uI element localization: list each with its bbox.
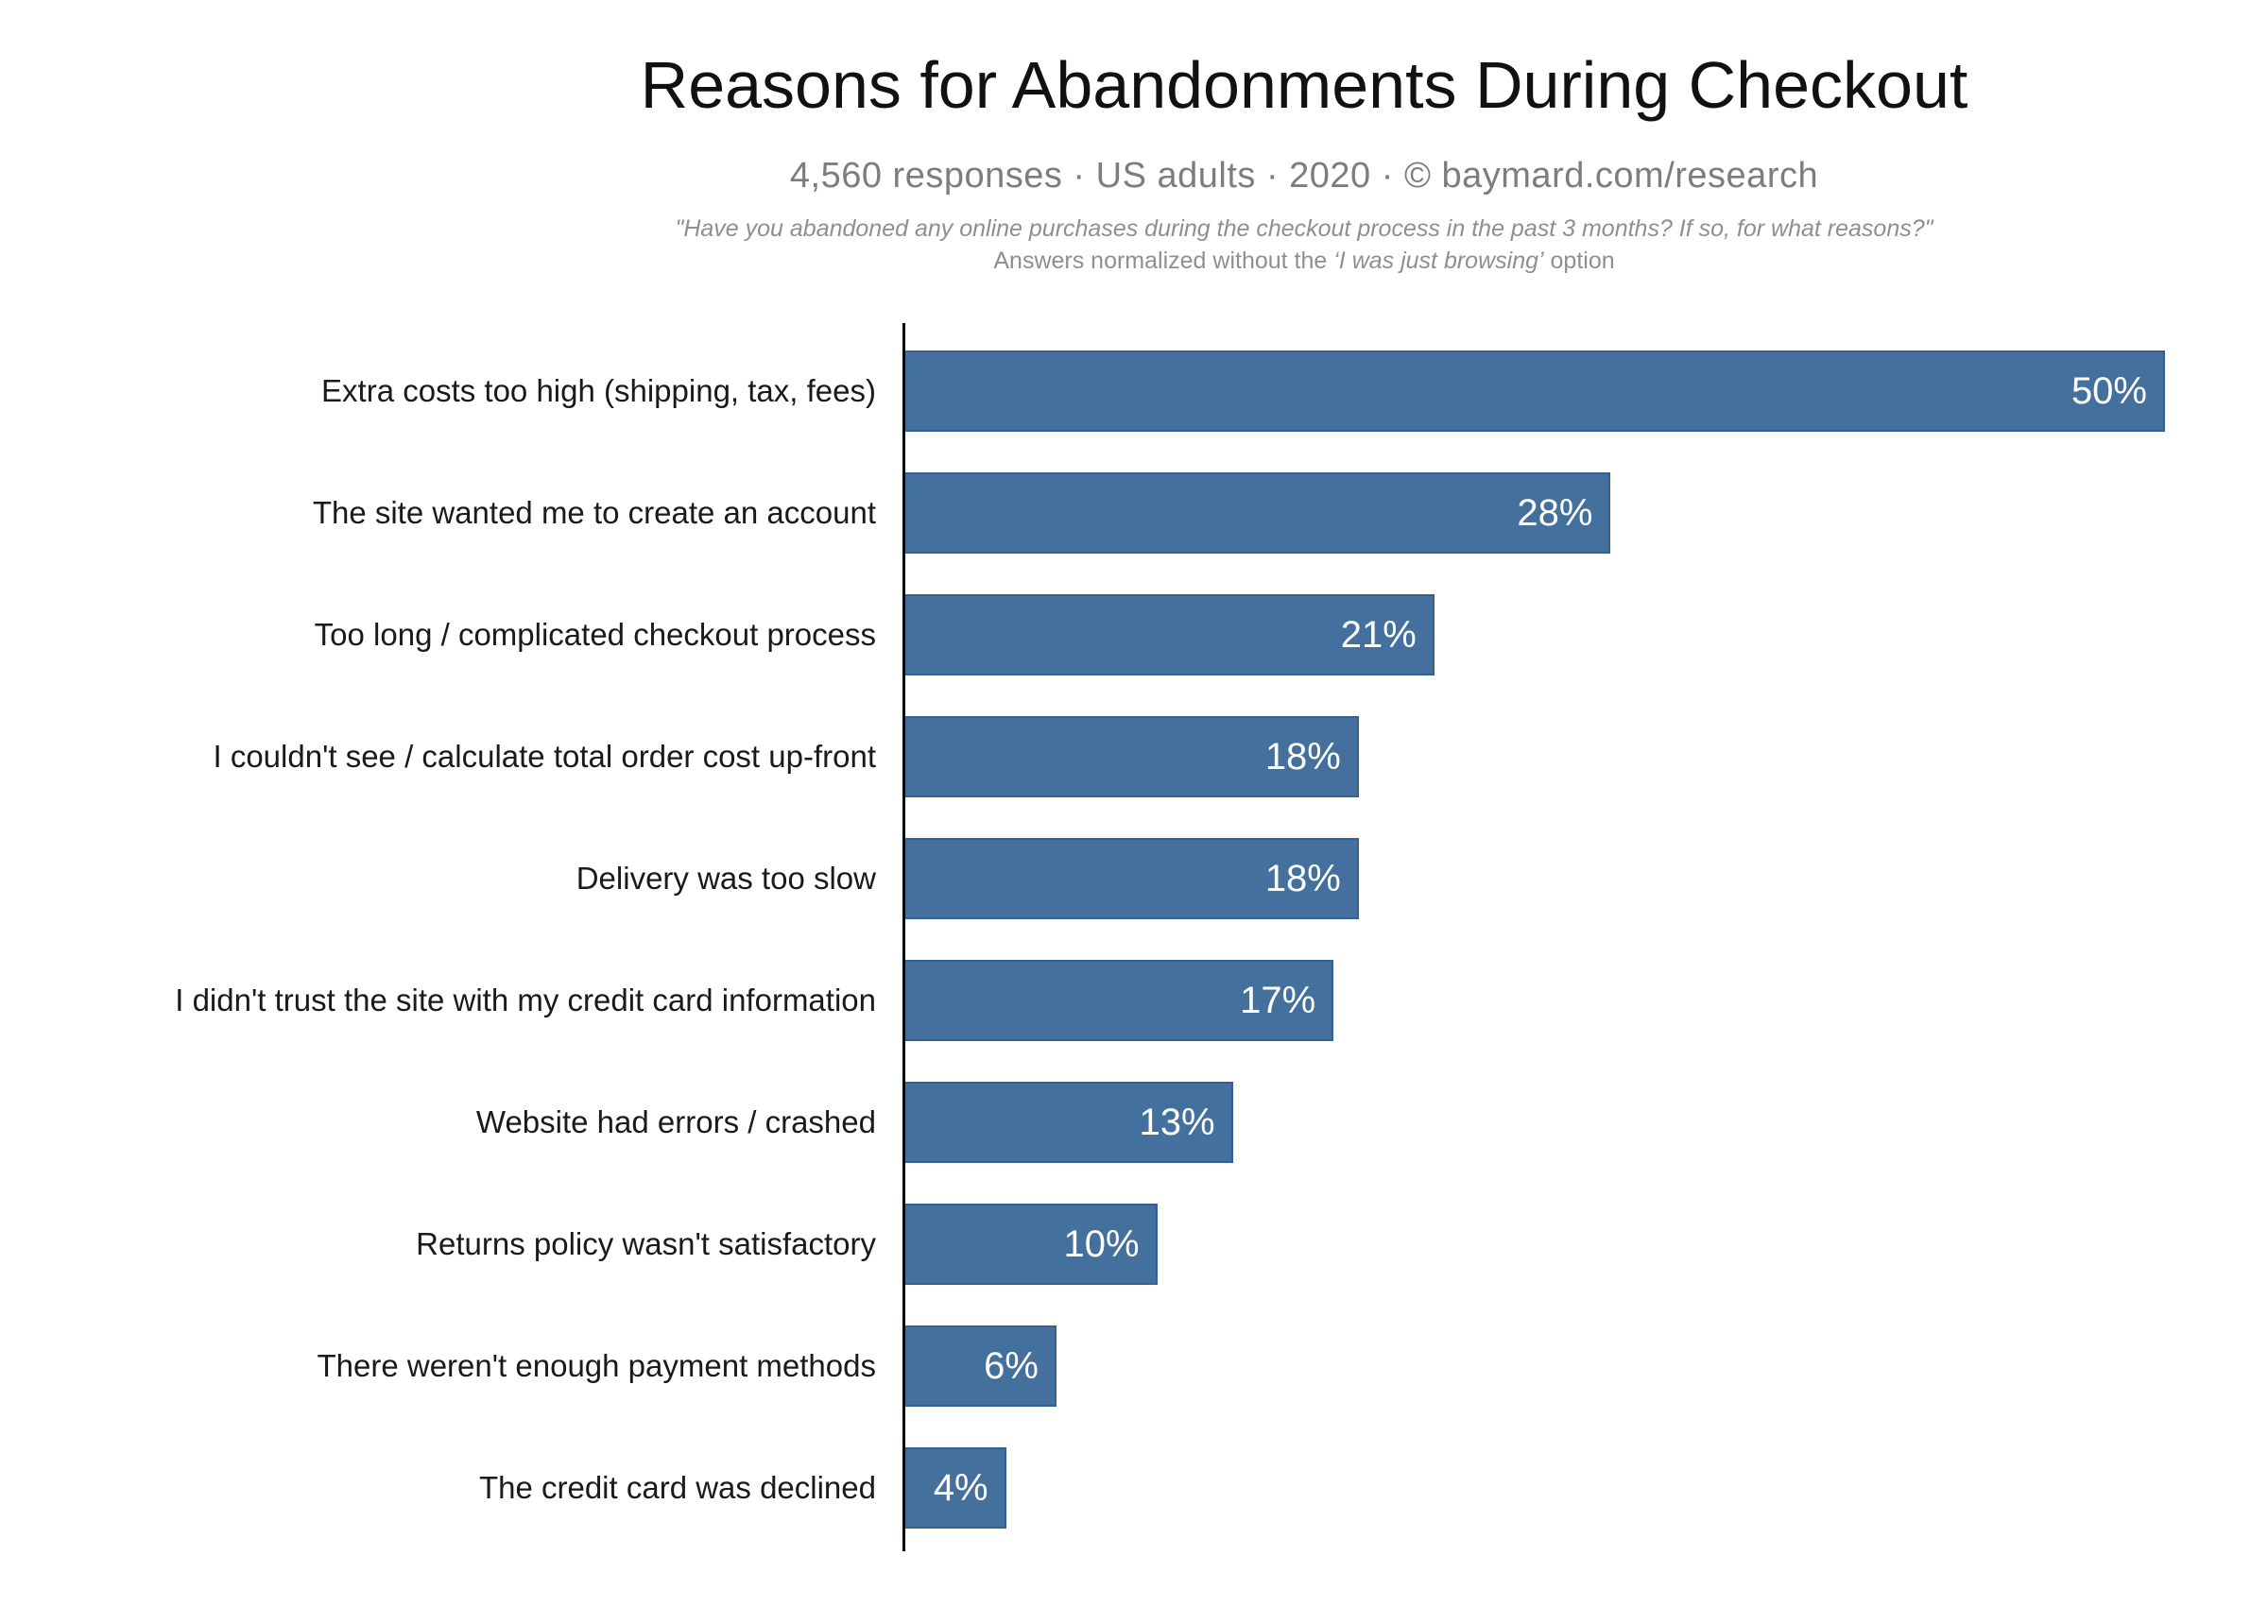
bar-row: I didn't trust the site with my credit c… bbox=[175, 960, 2165, 1041]
category-label: I didn't trust the site with my credit c… bbox=[175, 983, 876, 1017]
y-axis-line bbox=[902, 323, 905, 1551]
category-label: Returns policy wasn't satisfactory bbox=[416, 1226, 876, 1261]
category-label: Extra costs too high (shipping, tax, fee… bbox=[321, 373, 876, 408]
survey-question-note: "Have you abandoned any online purchases… bbox=[675, 215, 1933, 242]
chart-subtitle-text: 4,560 responses · US adults · 2020 · © b… bbox=[789, 156, 1819, 196]
value-label: 4% bbox=[933, 1466, 988, 1509]
bar: 6% bbox=[905, 1325, 1057, 1407]
chart-title: Reasons for Abandonments During Checkout bbox=[640, 48, 1968, 122]
bar-row: There weren't enough payment methods 6% bbox=[318, 1325, 2165, 1407]
value-label: 18% bbox=[1264, 857, 1341, 899]
value-label: 6% bbox=[984, 1344, 1039, 1387]
chart-subtitle: 4,560 responses · US adults · 2020 · © b… bbox=[340, 155, 2268, 197]
value-label: 18% bbox=[1264, 735, 1341, 778]
bar: 18% bbox=[905, 716, 1359, 797]
normalization-note-prefix: Answers normalized without the bbox=[993, 248, 1334, 274]
bar-row: Delivery was too slow 18% bbox=[576, 838, 2165, 919]
value-label: 50% bbox=[2070, 369, 2147, 412]
value-label: 28% bbox=[1517, 491, 1593, 534]
bar-row: Returns policy wasn't satisfactory 10% bbox=[416, 1204, 2165, 1285]
normalization-note: Answers normalized without the ‘I was ju… bbox=[340, 246, 2268, 276]
bar: 50% bbox=[905, 350, 2165, 432]
category-label: Website had errors / crashed bbox=[475, 1104, 876, 1139]
bar-row: I couldn't see / calculate total order c… bbox=[213, 716, 2165, 797]
value-label: 13% bbox=[1139, 1101, 1215, 1143]
bar-row: The credit card was declined 4% bbox=[479, 1447, 2165, 1529]
value-label: 21% bbox=[1340, 613, 1417, 656]
category-label: Delivery was too slow bbox=[576, 861, 876, 896]
value-label: 10% bbox=[1063, 1222, 1140, 1265]
bar: 18% bbox=[905, 838, 1359, 919]
bar: 17% bbox=[905, 960, 1334, 1041]
bar: 13% bbox=[905, 1082, 1233, 1163]
category-label: I couldn't see / calculate total order c… bbox=[213, 739, 876, 774]
plot-area: Extra costs too high (shipping, tax, fee… bbox=[175, 323, 2165, 1551]
normalization-note-italic: ‘I was just browsing’ bbox=[1333, 248, 1544, 274]
value-label: 17% bbox=[1240, 979, 1316, 1021]
bar-row: Too long / complicated checkout process … bbox=[315, 594, 2165, 675]
bar-row: Website had errors / crashed 13% bbox=[476, 1082, 2165, 1163]
bar: 21% bbox=[905, 594, 1435, 675]
bar-row: The site wanted me to create an account … bbox=[313, 472, 2165, 554]
category-label: Too long / complicated checkout process bbox=[314, 617, 876, 652]
bar: 10% bbox=[905, 1204, 1158, 1285]
bar: 28% bbox=[905, 472, 1611, 554]
category-label: The site wanted me to create an account bbox=[312, 495, 876, 530]
category-label: There weren't enough payment methods bbox=[317, 1348, 877, 1383]
bar-row: Extra costs too high (shipping, tax, fee… bbox=[321, 350, 2165, 432]
bar: 4% bbox=[905, 1447, 1006, 1529]
category-label: The credit card was declined bbox=[478, 1470, 876, 1505]
normalization-note-suffix: option bbox=[1543, 248, 1615, 274]
chart-header: Reasons for Abandonments During Checkout… bbox=[340, 49, 2268, 276]
